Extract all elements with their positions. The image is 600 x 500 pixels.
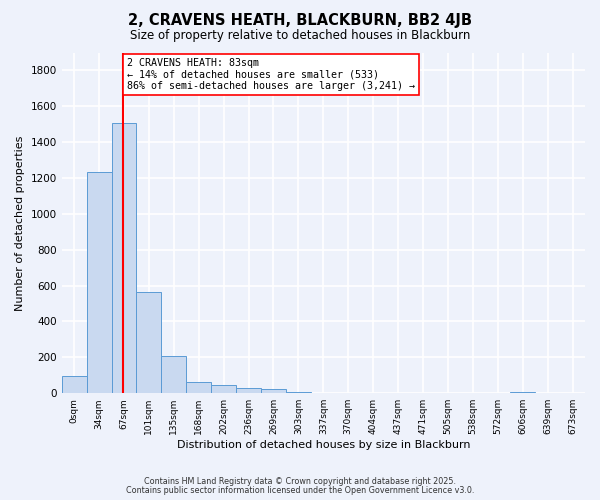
X-axis label: Distribution of detached houses by size in Blackburn: Distribution of detached houses by size … <box>176 440 470 450</box>
Text: Size of property relative to detached houses in Blackburn: Size of property relative to detached ho… <box>130 29 470 42</box>
Text: 2, CRAVENS HEATH, BLACKBURN, BB2 4JB: 2, CRAVENS HEATH, BLACKBURN, BB2 4JB <box>128 12 472 28</box>
Bar <box>261 390 286 393</box>
Bar <box>136 292 161 393</box>
Bar <box>112 124 136 393</box>
Bar <box>236 388 261 393</box>
Text: Contains public sector information licensed under the Open Government Licence v3: Contains public sector information licen… <box>126 486 474 495</box>
Bar <box>286 392 311 393</box>
Bar <box>161 356 186 393</box>
Bar <box>211 384 236 393</box>
Text: Contains HM Land Registry data © Crown copyright and database right 2025.: Contains HM Land Registry data © Crown c… <box>144 477 456 486</box>
Bar <box>62 376 86 393</box>
Bar <box>186 382 211 393</box>
Bar <box>510 392 535 393</box>
Y-axis label: Number of detached properties: Number of detached properties <box>15 135 25 310</box>
Text: 2 CRAVENS HEATH: 83sqm
← 14% of detached houses are smaller (533)
86% of semi-de: 2 CRAVENS HEATH: 83sqm ← 14% of detached… <box>127 58 415 91</box>
Bar <box>86 172 112 393</box>
